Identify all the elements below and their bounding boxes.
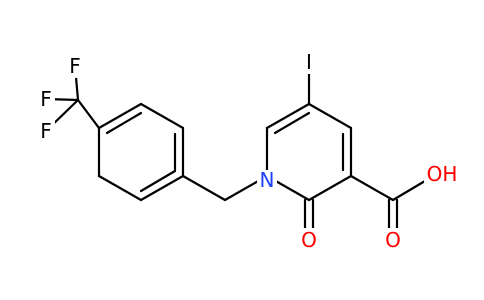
atom-label: I	[306, 50, 312, 74]
bond	[139, 174, 185, 202]
bond	[307, 102, 353, 130]
bond	[273, 111, 311, 135]
atom-label: F	[40, 119, 52, 143]
bond	[391, 176, 432, 202]
label-background	[299, 228, 319, 252]
label-background	[424, 162, 460, 186]
label-background	[37, 87, 55, 111]
atom-label: N	[260, 168, 275, 192]
atom-label: O	[385, 228, 401, 252]
atom-label: OH	[427, 162, 458, 186]
bond	[139, 169, 177, 193]
atom-label: O	[301, 228, 317, 252]
bond	[181, 174, 227, 202]
bond	[97, 102, 143, 130]
bond	[139, 102, 185, 130]
bond	[307, 174, 353, 202]
bond	[349, 174, 395, 202]
atom-label: F	[69, 54, 81, 78]
atom-labels: I N O O OH F F F	[37, 50, 460, 252]
bond	[105, 111, 143, 135]
bond	[265, 102, 311, 130]
bond	[97, 174, 143, 202]
atom-label: F	[40, 87, 52, 111]
label-background	[66, 54, 84, 78]
bonds	[44, 60, 432, 242]
label-background	[37, 119, 55, 143]
label-background	[300, 50, 318, 74]
bond	[76, 98, 101, 130]
label-background	[257, 170, 277, 194]
label-background	[383, 228, 403, 252]
